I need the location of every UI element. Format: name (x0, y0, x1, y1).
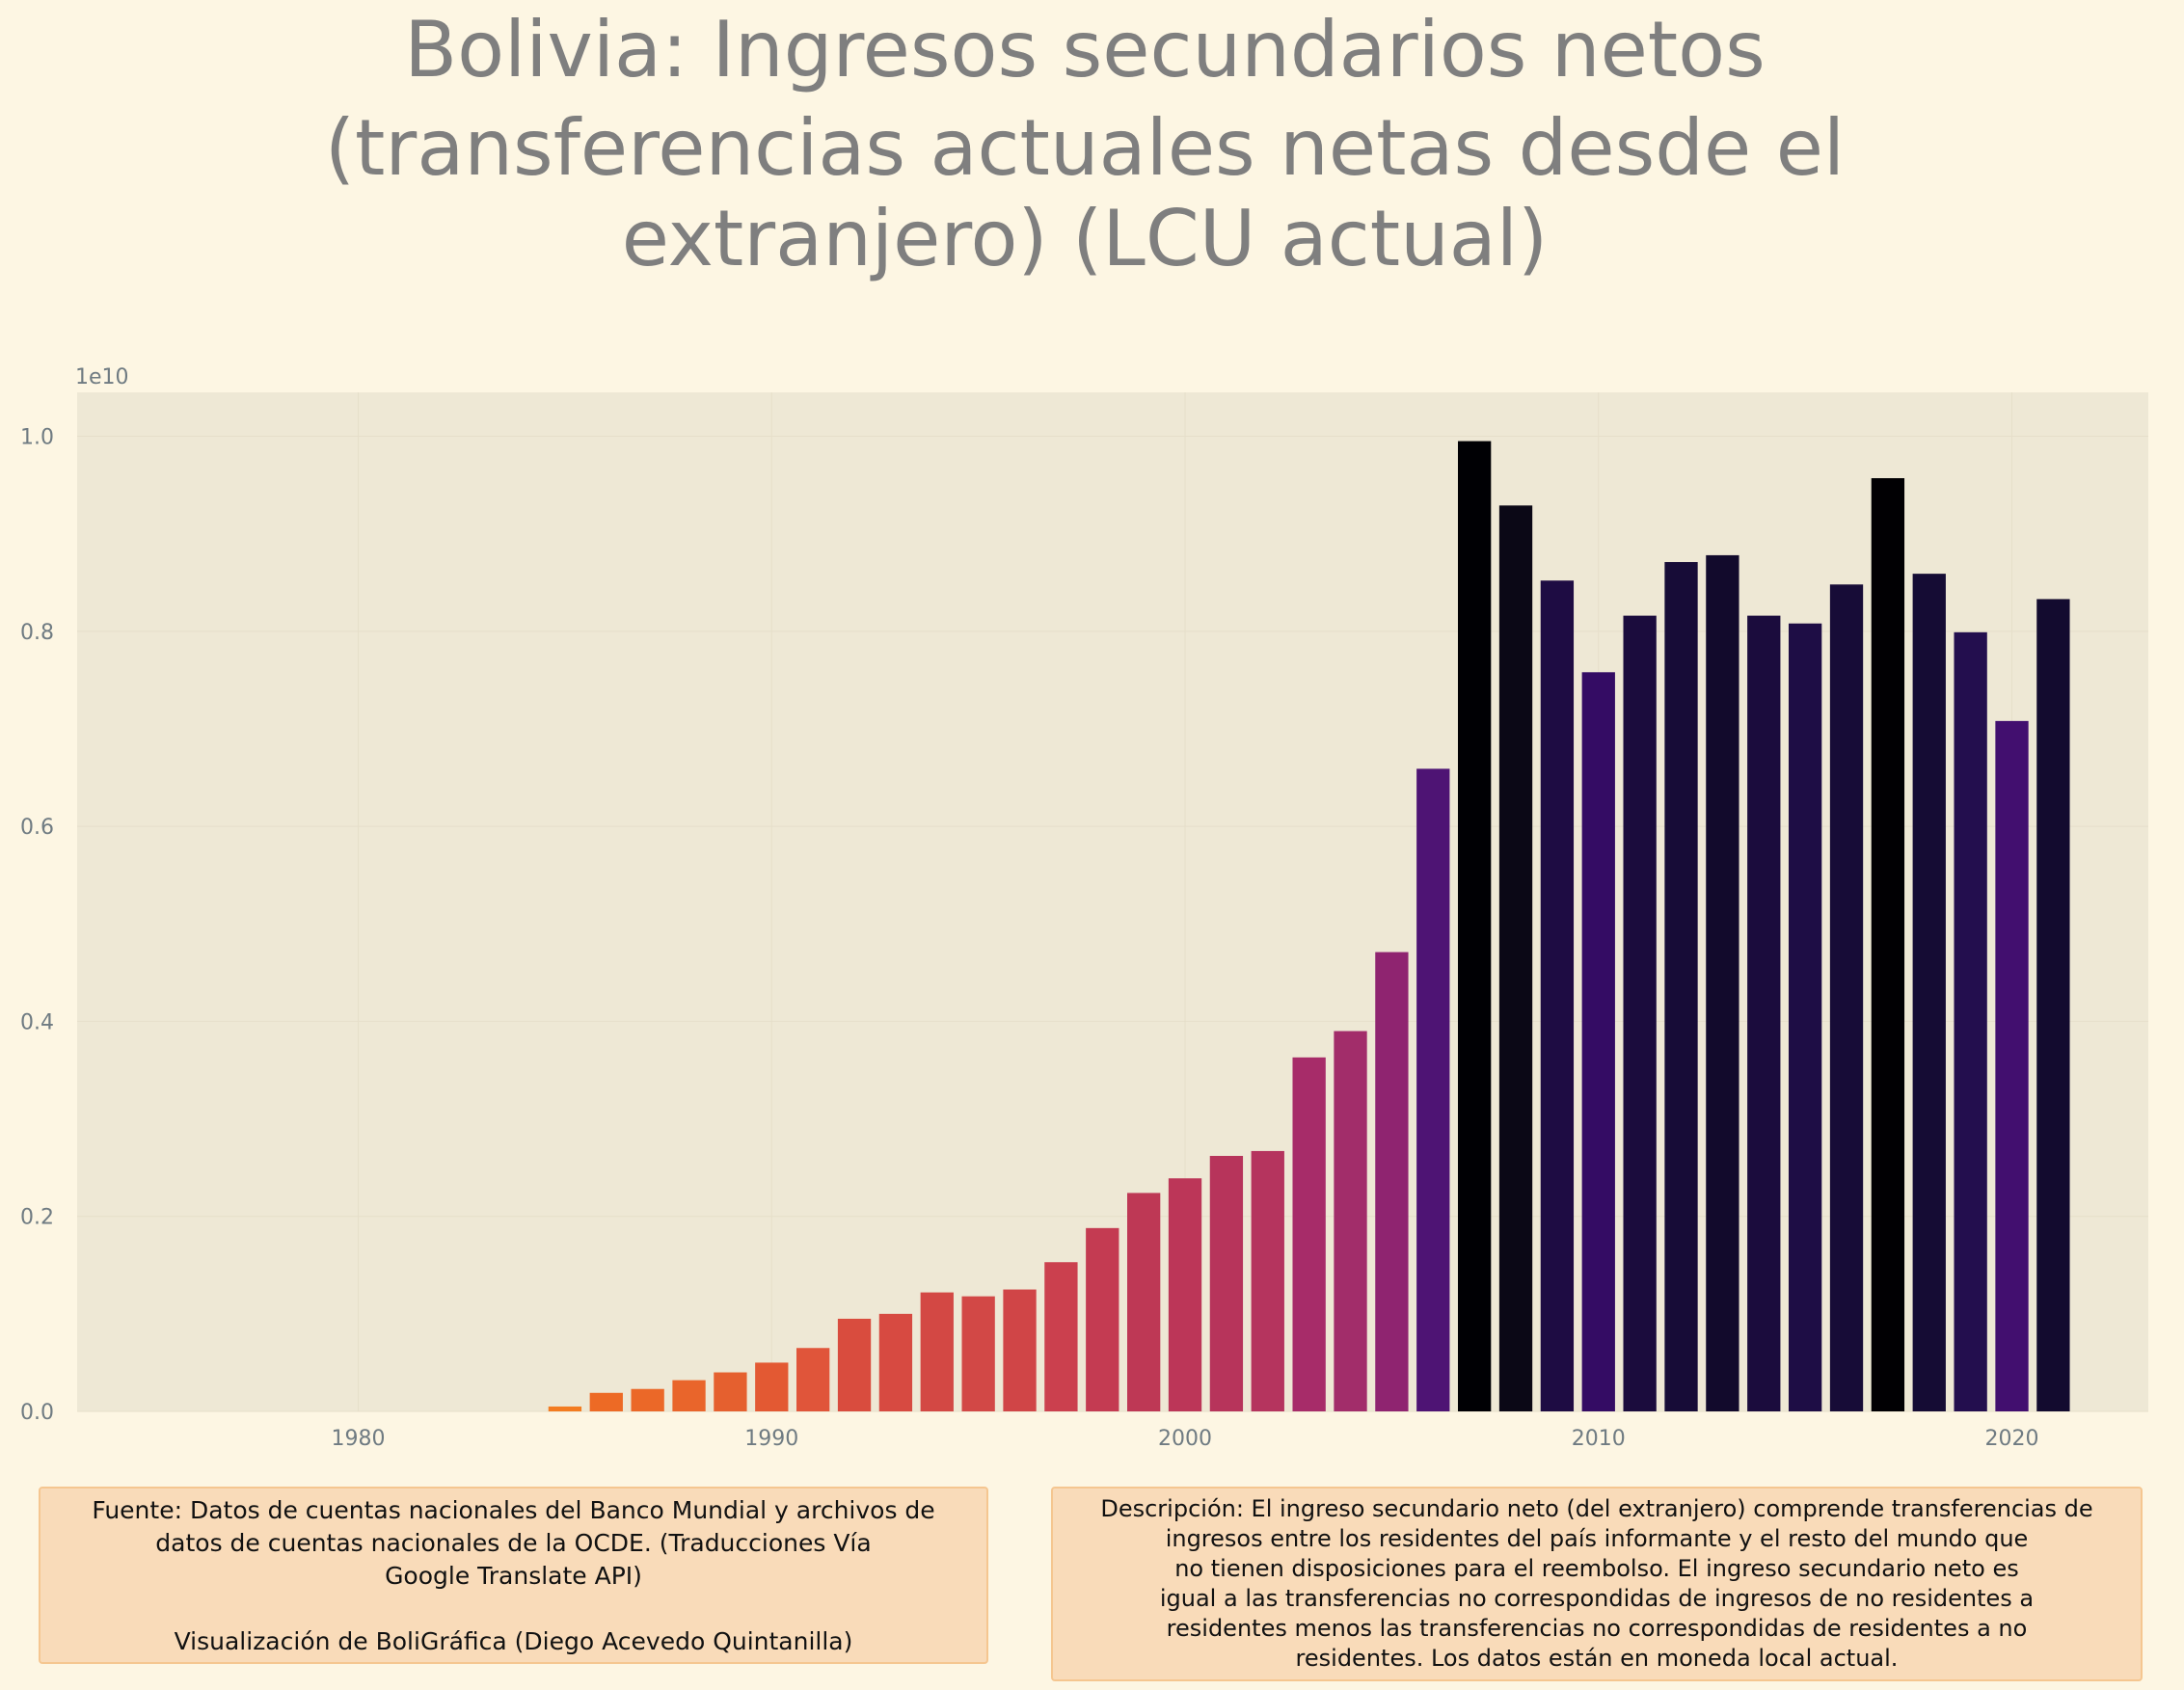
bar-2008 (1498, 505, 1533, 1411)
bar-1993 (878, 1313, 913, 1411)
source-line-1: Fuente: Datos de cuentas nacionales del … (92, 1496, 935, 1524)
bars (548, 441, 2070, 1412)
bar-2010 (1581, 672, 1615, 1411)
credit-line: Visualización de BoliGráfica (Diego Acev… (174, 1627, 853, 1655)
bar-1989 (714, 1372, 747, 1411)
bar-2016 (1829, 584, 1864, 1411)
x-tick-label: 2020 (1985, 1427, 2039, 1451)
y-tick-label: 0.6 (20, 816, 54, 840)
bar-1997 (1044, 1262, 1078, 1411)
bar-2005 (1375, 952, 1409, 1411)
description-line-5: residentes menos las transferencias no c… (1166, 1615, 2028, 1642)
y-tick-label: 0.2 (20, 1206, 54, 1230)
bar-1994 (920, 1292, 954, 1411)
x-tick-label: 1990 (744, 1427, 798, 1451)
x-tick-label: 1980 (332, 1427, 386, 1451)
bar-2018 (1912, 574, 1946, 1411)
description-line-4: igual a las transferencias no correspond… (1159, 1585, 2035, 1612)
x-tick-label: 2000 (1158, 1427, 1212, 1451)
bar-2009 (1540, 580, 1575, 1411)
description-line-1: Descripción: El ingreso secundario neto … (1100, 1495, 2093, 1522)
chart-title-line-1: Bolivia: Ingresos secundarios netos (404, 5, 1766, 94)
description-line-3: no tienen disposiciones para el reembols… (1174, 1555, 2019, 1582)
bar-2006 (1416, 768, 1450, 1411)
y-tick-label: 0.0 (20, 1401, 54, 1425)
bar-1992 (837, 1318, 872, 1411)
bar-1988 (672, 1380, 706, 1411)
y-axis-ticks: 0.0 0.2 0.4 0.6 0.8 1.0 (20, 426, 54, 1425)
bar-2021 (2036, 599, 2070, 1411)
bar-1998 (1086, 1227, 1119, 1411)
chart-title-line-3: extranjero) (LCU actual) (622, 194, 1548, 283)
source-line-3: Google Translate API) (385, 1562, 642, 1590)
bar-2013 (1706, 554, 1739, 1411)
bar-1995 (961, 1296, 995, 1411)
bar-2011 (1623, 615, 1657, 1411)
chart-title-line-2: (transferencias actuales netas desde el (325, 103, 1845, 193)
bar-2019 (1954, 631, 1987, 1411)
bar-2014 (1747, 615, 1781, 1411)
bar-2003 (1292, 1057, 1326, 1411)
source-spacer (48, 1593, 979, 1625)
bar-2004 (1334, 1031, 1367, 1411)
y-tick-label: 1.0 (20, 426, 54, 450)
bar-1990 (755, 1362, 789, 1411)
bar-1999 (1127, 1193, 1161, 1411)
bar-1987 (631, 1388, 664, 1411)
source-note-box: Fuente: Datos de cuentas nacionales del … (39, 1487, 988, 1664)
bar-2001 (1209, 1155, 1244, 1411)
description-line-6: residentes. Los datos están en moneda lo… (1295, 1645, 1899, 1672)
bar-2002 (1251, 1150, 1284, 1411)
bar-1996 (1003, 1289, 1037, 1411)
y-tick-label: 0.8 (20, 621, 54, 645)
description-note-box: Descripción: El ingreso secundario neto … (1051, 1487, 2143, 1681)
bar-2007 (1458, 441, 1492, 1411)
y-axis-offset-label: 1e10 (75, 365, 129, 389)
bar-1985 (548, 1406, 582, 1411)
bar-1986 (589, 1392, 623, 1411)
x-tick-label: 2010 (1572, 1427, 1626, 1451)
description-line-2: ingresos entre los residentes del país i… (1165, 1525, 2029, 1552)
bar-2017 (1871, 478, 1905, 1412)
bar-2015 (1788, 623, 1822, 1411)
bar-2012 (1664, 561, 1698, 1411)
y-tick-label: 0.4 (20, 1010, 54, 1034)
chart-title: Bolivia: Ingresos secundarios netos (tra… (325, 5, 1845, 283)
bar-2020 (1995, 720, 2029, 1411)
source-line-2: datos de cuentas nacionales de la OCDE. … (155, 1529, 872, 1557)
bar-1991 (796, 1348, 830, 1411)
bar-2000 (1168, 1178, 1202, 1411)
x-axis-ticks: 1980 1990 2000 2010 2020 (332, 1427, 2039, 1451)
